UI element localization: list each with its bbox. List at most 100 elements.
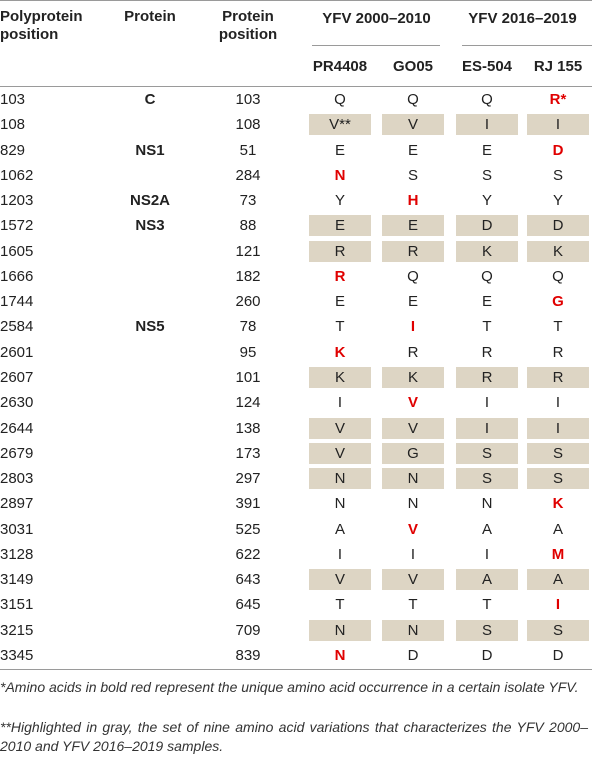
- highlight: [309, 569, 371, 591]
- amino-acid: E: [481, 141, 492, 159]
- highlight: [309, 114, 371, 136]
- amino-acid: N: [334, 470, 346, 488]
- amino-acid: E: [334, 141, 345, 159]
- amino-acid: A: [552, 520, 563, 538]
- amino-acid: S: [481, 444, 492, 462]
- amino-acid: D: [481, 646, 493, 664]
- amino-acid: R: [481, 368, 493, 386]
- amino-acid: E: [334, 293, 345, 311]
- amino-acid: D: [407, 646, 419, 664]
- amino-acid: V: [334, 419, 345, 437]
- polyprotein-position: 103: [0, 91, 26, 108]
- amino-acid: D: [552, 646, 564, 664]
- amino-acid: N: [481, 495, 493, 513]
- highlight: [309, 468, 371, 490]
- amino-acid: Y: [481, 192, 492, 210]
- protein: NS3: [135, 217, 165, 235]
- polyprotein-position: 3149: [0, 571, 34, 589]
- protein-position: 101: [235, 368, 261, 386]
- amino-acid: E: [481, 293, 492, 311]
- polyprotein-position: 3031: [0, 520, 34, 538]
- protein-position: 88: [239, 217, 257, 235]
- polyprotein-position: 1744: [0, 293, 34, 311]
- protein-position: 622: [235, 545, 261, 563]
- amino-acid: I: [484, 419, 490, 437]
- protein-position: 260: [235, 293, 261, 311]
- amino-acid: Q: [407, 91, 419, 108]
- highlight: [382, 569, 444, 591]
- amino-acid: A: [481, 571, 492, 589]
- rule: [462, 45, 592, 46]
- highlight: [456, 240, 518, 262]
- highlight: [456, 619, 518, 641]
- polyprotein-position: 3215: [0, 621, 34, 639]
- amino-acid: T: [335, 318, 345, 336]
- amino-acid: K: [552, 242, 563, 260]
- polyprotein-position: 1203: [0, 192, 34, 210]
- protein-position: 95: [239, 343, 257, 361]
- protein: C: [144, 91, 156, 108]
- highlight: [527, 417, 589, 439]
- amino-acid: T: [335, 596, 345, 614]
- amino-acid: Q: [407, 267, 419, 285]
- amino-acid: S: [407, 166, 418, 184]
- amino-acid: N: [407, 470, 419, 488]
- amino-acid: N: [334, 621, 346, 639]
- highlight: [382, 240, 444, 262]
- amino-acid: G: [407, 444, 419, 462]
- polyprotein-position: 1572: [0, 217, 34, 235]
- polyprotein-position: 3345: [0, 646, 34, 664]
- protein-position: 284: [235, 166, 261, 184]
- polyprotein-position: 829: [0, 141, 26, 159]
- amino-acid: I: [555, 419, 561, 437]
- protein-position: 643: [235, 571, 261, 589]
- polyprotein-position: 3128: [0, 545, 34, 563]
- highlight: [382, 442, 444, 464]
- header-cell: Protein: [124, 8, 176, 25]
- header-cell: Polyprotein position: [0, 8, 83, 43]
- rule: [0, 0, 592, 1]
- amino-acid: R: [552, 368, 564, 386]
- protein-position: 525: [235, 520, 261, 538]
- isolate: ES-504: [461, 58, 513, 75]
- protein-position: 645: [235, 596, 261, 614]
- amino-acid: V: [407, 520, 418, 538]
- highlight: [527, 366, 589, 388]
- protein-position: 709: [235, 621, 261, 639]
- amino-acid: R*: [549, 91, 567, 108]
- amino-acid: I: [484, 545, 490, 563]
- amino-acid: Q: [334, 91, 346, 108]
- highlight: [382, 215, 444, 237]
- polyprotein-position: 1666: [0, 267, 34, 285]
- amino-acid: K: [334, 343, 346, 361]
- polyprotein-position: 3151: [0, 596, 34, 614]
- polyprotein-position: 2601: [0, 343, 34, 361]
- protein-position: 391: [235, 495, 261, 513]
- amino-acid: N: [407, 621, 419, 639]
- amino-acid: K: [552, 495, 564, 513]
- amino-acid: R: [334, 242, 346, 260]
- protein-position: 839: [235, 646, 261, 664]
- amino-acid: S: [552, 470, 563, 488]
- amino-acid: V: [407, 419, 418, 437]
- polyprotein-position: 1605: [0, 242, 34, 260]
- amino-acid: A: [481, 520, 492, 538]
- amino-acid: S: [481, 166, 492, 184]
- header-cell: Protein position: [218, 8, 278, 43]
- polyprotein-position: 2897: [0, 495, 34, 513]
- polyprotein-position: 2803: [0, 470, 34, 488]
- highlight: [309, 417, 371, 439]
- highlight: [527, 215, 589, 237]
- amino-acid: I: [555, 596, 561, 614]
- protein: NS2A: [129, 192, 170, 210]
- highlight: [527, 240, 589, 262]
- amino-acid: V: [407, 116, 418, 134]
- protein-position: 103: [235, 91, 261, 108]
- highlight: [382, 114, 444, 136]
- highlight: [309, 619, 371, 641]
- polyprotein-position: 2679: [0, 444, 34, 462]
- rule: [0, 669, 592, 670]
- polyprotein-position: 2607: [0, 368, 34, 386]
- amino-acid: I: [410, 545, 416, 563]
- amino-acid: I: [484, 394, 490, 412]
